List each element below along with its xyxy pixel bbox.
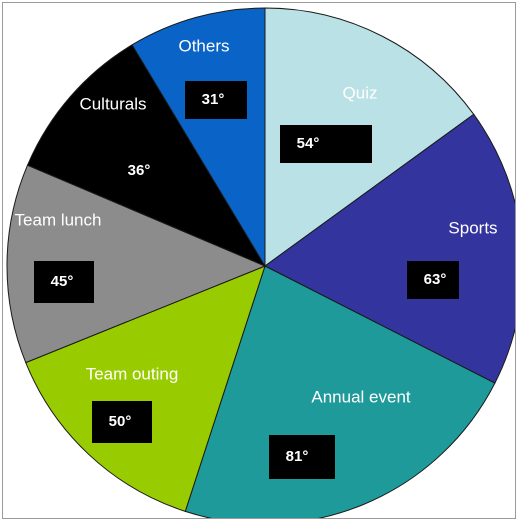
value-box-culturals bbox=[111, 155, 157, 187]
pie-slice-annual-event bbox=[184, 265, 496, 518]
value-label-quiz: 54° bbox=[297, 135, 320, 152]
slice-label-annual-event: Annual event bbox=[311, 387, 411, 406]
slice-label-quiz: Quiz bbox=[343, 83, 378, 102]
value-label-team-outing: 50° bbox=[109, 413, 132, 430]
value-label-annual-event: 81° bbox=[286, 448, 309, 465]
value-label-others: 31° bbox=[202, 91, 225, 108]
pie-slice-others bbox=[131, 7, 266, 268]
value-label-culturals: 36° bbox=[128, 162, 151, 179]
slice-label-team-outing: Team outing bbox=[86, 364, 179, 383]
value-label-sports: 63° bbox=[424, 271, 447, 288]
pie-slice-team-outing bbox=[25, 265, 266, 513]
value-box-quiz bbox=[280, 125, 372, 163]
slice-label-team-lunch: Team lunch bbox=[15, 210, 102, 229]
pie-slice-sports bbox=[264, 113, 515, 384]
slice-label-others: Others bbox=[178, 36, 229, 55]
pie-slice-team-lunch bbox=[6, 164, 267, 364]
value-box-sports bbox=[407, 261, 459, 299]
chart-frame: Quiz 54° Sports 63° Annual event 81° Team outi… bbox=[2, 2, 516, 519]
value-label-team-lunch: 45° bbox=[51, 273, 74, 290]
pie-chart: Quiz 54° Sports 63° Annual event 81° Team outi… bbox=[6, 7, 515, 518]
value-box-team-outing bbox=[92, 401, 152, 443]
slice-label-culturals: Culturals bbox=[79, 94, 146, 113]
value-box-annual-event bbox=[269, 435, 335, 479]
slice-label-sports: Sports bbox=[448, 218, 497, 237]
value-box-team-lunch bbox=[34, 261, 94, 303]
value-box-others bbox=[185, 81, 247, 119]
